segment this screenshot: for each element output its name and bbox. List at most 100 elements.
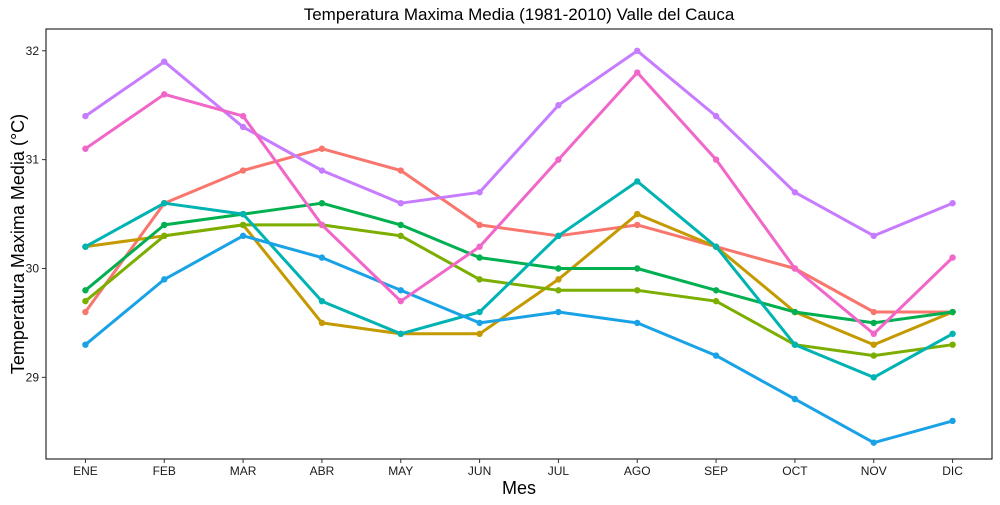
data-point (161, 58, 168, 65)
data-point (634, 221, 641, 229)
x-tick-label: MAR (230, 464, 257, 478)
data-point (239, 112, 247, 120)
data-point (791, 395, 799, 403)
y-axis-title: Temperatura Maxima Media (°C) (8, 114, 28, 374)
plot-panel (45, 28, 993, 460)
data-point (318, 221, 326, 229)
data-point (397, 297, 404, 305)
series-line-1 (84, 147, 953, 314)
data-point (870, 330, 877, 338)
series-line-3 (84, 223, 953, 358)
x-tick-label: FEB (153, 464, 176, 478)
data-point (239, 123, 247, 131)
data-point (476, 319, 483, 327)
data-point (397, 199, 404, 207)
data-point (555, 156, 562, 163)
data-point (949, 417, 956, 425)
data-point (318, 319, 326, 327)
data-point (870, 232, 877, 240)
data-point (476, 221, 483, 229)
chart-title: Temperatura Maxima Media (1981-2010) Val… (304, 5, 735, 24)
data-point (476, 189, 483, 196)
data-point (82, 112, 89, 120)
data-point (634, 265, 641, 272)
data-point (870, 341, 877, 348)
data-point (791, 265, 799, 272)
data-point (949, 308, 956, 316)
data-point (476, 254, 483, 261)
data-point (791, 341, 799, 348)
data-point (82, 145, 89, 152)
x-tick-label: MAY (388, 464, 413, 478)
data-point (870, 308, 877, 316)
data-point (870, 352, 877, 359)
data-point (239, 167, 247, 174)
series-line-2 (85, 212, 954, 347)
x-axis: ENE FEB MAR ABR MAY JUN JUL AGO SEP OCT NOV DIC (73, 459, 963, 478)
data-point (397, 167, 404, 174)
data-point (712, 156, 720, 163)
y-tick-label: 31 (26, 153, 40, 167)
data-point (634, 319, 641, 327)
x-tick-label: JUL (548, 464, 570, 478)
x-tick-label: SEP (704, 464, 728, 478)
data-point (476, 308, 483, 316)
data-point (555, 102, 562, 109)
data-point (239, 232, 247, 240)
data-point (634, 69, 641, 76)
data-point (397, 232, 404, 240)
data-point (634, 210, 641, 218)
data-point (634, 178, 641, 185)
data-point (949, 341, 956, 348)
data-point (82, 308, 89, 316)
data-point (791, 308, 799, 316)
data-point (712, 287, 720, 294)
y-tick-label: 29 (26, 370, 40, 384)
y-tick-label: 32 (26, 44, 40, 58)
data-point (82, 341, 89, 348)
data-point (870, 374, 877, 381)
data-point (476, 243, 483, 250)
data-point (318, 254, 326, 261)
x-axis-title: Mes (502, 478, 536, 498)
data-point (82, 297, 89, 305)
series-line-7 (84, 49, 954, 238)
data-point (634, 47, 641, 54)
data-point (555, 265, 562, 272)
data-point (239, 210, 247, 218)
data-point (318, 199, 326, 207)
data-point (712, 352, 720, 359)
data-point (870, 319, 877, 327)
data-point (82, 287, 89, 294)
data-point (318, 167, 326, 174)
data-point (555, 308, 562, 316)
x-tick-label: NOV (861, 464, 887, 478)
data-point (161, 91, 168, 98)
x-tick-label: DIC (942, 464, 963, 478)
data-point (239, 221, 247, 229)
y-axis: 29 30 31 32 (26, 44, 46, 384)
series-line-8 (84, 71, 954, 336)
data-point (949, 330, 956, 338)
data-point (161, 276, 168, 283)
x-tick-label: ABR (310, 464, 335, 478)
series-line-4 (84, 201, 953, 325)
series-line-5 (84, 179, 954, 379)
data-point (161, 199, 168, 207)
data-point (397, 221, 404, 229)
data-point (397, 330, 404, 338)
data-point (161, 221, 168, 229)
data-point (476, 330, 483, 338)
data-point (555, 287, 562, 294)
y-tick-label: 30 (26, 261, 40, 275)
data-point (791, 189, 799, 196)
data-point (318, 145, 326, 152)
x-tick-label: ENE (73, 464, 98, 478)
data-point (712, 112, 720, 120)
data-point (476, 276, 483, 283)
data-point (634, 287, 641, 294)
data-point (712, 297, 720, 305)
x-tick-label: AGO (624, 464, 651, 478)
data-point (161, 232, 168, 240)
